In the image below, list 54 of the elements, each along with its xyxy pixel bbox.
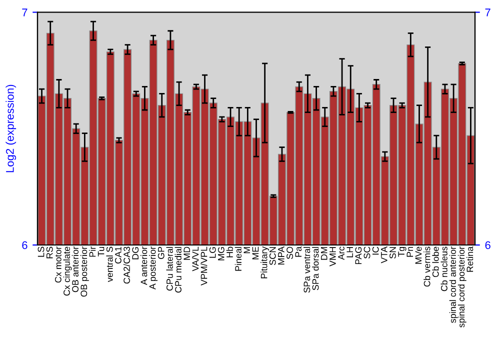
x-tick-label: Cb lobe <box>432 246 439 278</box>
x-tick-label: CPu medial <box>174 246 182 293</box>
x-tick-label: MVe <box>415 246 422 264</box>
x-tick-label: A posterior <box>149 246 158 290</box>
x-tick-label: Cx cingulate <box>63 246 72 296</box>
x-tick-label: CA1 <box>115 246 122 264</box>
x-tick-label: MD <box>184 246 190 260</box>
x-tick-label: DG <box>132 247 139 260</box>
x-tick-label: Pituitary <box>260 246 270 278</box>
x-tick-label: ventral S <box>106 246 113 282</box>
x-tick-label: MPA <box>278 246 284 265</box>
x-tick-label: VMH <box>330 247 336 266</box>
x-tick-label: SPa dorsal <box>312 246 319 290</box>
x-tick-label: LS <box>38 246 44 257</box>
x-tick-label: OB anterior <box>72 246 79 292</box>
x-tick-label: Pir <box>89 246 96 257</box>
x-tick-label: A anterior <box>140 246 148 286</box>
x-tick-label: VA/VL <box>192 246 199 272</box>
x-tick-label: LG <box>209 247 216 258</box>
x-tick-label: Tg <box>398 246 406 257</box>
x-tick-label: IC <box>372 246 379 255</box>
x-tick-label: Arc <box>338 246 344 260</box>
y2-tick-label: 7 <box>485 8 490 16</box>
x-tick-label: CA2/CA3 <box>123 246 130 284</box>
x-tick-label: Cx motor <box>54 246 62 283</box>
x-tick-label: OB posterior <box>80 246 89 297</box>
y-axis-title: Log2 (expression) <box>6 84 16 172</box>
x-tick-label: SN <box>390 247 396 259</box>
x-tick-label: GP <box>158 246 164 259</box>
x-tick-label: Hb <box>226 246 233 258</box>
x-tick-label: M <box>244 247 250 254</box>
x-tick-label: MG <box>218 247 224 260</box>
x-tick-label: Pa <box>295 246 302 257</box>
y2-tick-label: 6 <box>485 241 490 250</box>
x-tick-label: spinal cord posterior <box>458 246 466 328</box>
x-tick-label: Retina <box>466 246 474 272</box>
x-tick-label: RS <box>46 246 53 258</box>
x-tick-label: DM <box>321 247 328 260</box>
x-tick-label: SPa ventral <box>304 246 310 293</box>
x-tick-label: LH <box>346 247 353 258</box>
x-tick-label: Tu <box>98 246 104 256</box>
x-tick-label: Pn <box>406 246 413 257</box>
x-tick-label: CPu lateral <box>166 246 173 291</box>
x-tick-label: Pineal <box>234 246 242 271</box>
x-tick-label: ME <box>252 246 259 260</box>
x-tick-label: PAG <box>355 247 362 264</box>
x-tick-label: VTA <box>381 246 388 264</box>
x-tick-label: SCN <box>269 247 276 266</box>
x-tick-label: SO <box>286 246 293 260</box>
x-tick-label: SC <box>364 246 370 259</box>
x-tick-label: Cb nucleus <box>440 246 448 292</box>
x-tick-label: Cb vermis <box>424 246 430 287</box>
x-tick-label: VPM/VPL <box>200 246 208 286</box>
x-tick-label: spinal cord anterior <box>449 246 458 323</box>
